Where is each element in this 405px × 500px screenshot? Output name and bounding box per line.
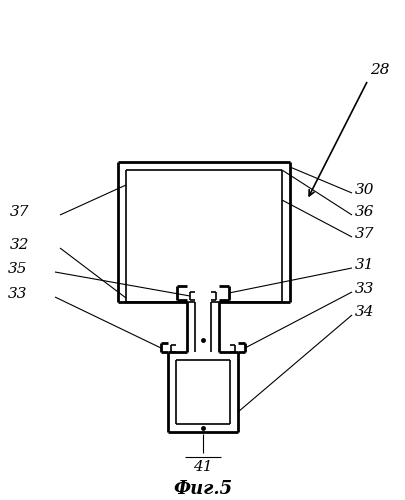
Text: 34: 34 [355,305,375,319]
Text: 31: 31 [355,258,375,272]
Text: 28: 28 [370,63,390,77]
Text: 35: 35 [8,262,28,276]
Text: Фиг.5: Фиг.5 [173,480,232,498]
Text: 32: 32 [10,238,30,252]
Text: 41: 41 [193,460,213,474]
Text: 33: 33 [8,287,28,301]
Text: 37: 37 [355,227,375,241]
Text: 37: 37 [10,205,30,219]
Text: 36: 36 [355,205,375,219]
Text: 30: 30 [355,183,375,197]
Text: 33: 33 [355,282,375,296]
